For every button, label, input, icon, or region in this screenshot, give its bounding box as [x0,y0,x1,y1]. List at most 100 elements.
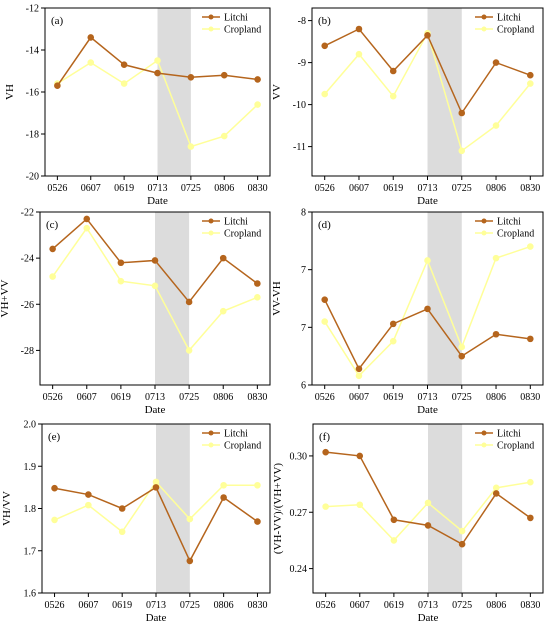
data-point-litchi [118,505,126,512]
shaded-interval [155,212,190,385]
data-point-litchi [254,280,261,287]
x-tick-label: 0725 [181,183,201,194]
data-point-litchi [220,494,227,501]
x-tick-label: 0830 [247,392,267,403]
x-tick-label: 0526 [315,183,335,194]
y-tick-label: 0.24 [290,564,308,575]
legend-marker [208,230,214,236]
data-point-cropland [390,537,398,544]
data-point-litchi [356,452,364,460]
legend-label: Litchi [224,217,248,228]
x-tick-label: 0607 [349,392,369,403]
x-tick-label: 0806 [213,392,233,403]
data-point-litchi [527,514,534,522]
data-point-cropland [322,503,329,510]
data-point-litchi [120,61,128,68]
chart-panel-5: 1.6 1.7 1.8 1.9 2.0 0526 0607 0619 0713 0725 0806 0… [1,420,271,622]
data-point-litchi [152,484,160,491]
y-tick-label: 7 [301,265,306,276]
data-point-cropland [526,80,534,87]
y-tick-label: -18 [26,130,39,141]
x-tick-label: 0830 [248,183,268,194]
x-tick-label: 0713 [418,392,438,403]
data-point-litchi [389,67,397,75]
shaded-interval [157,8,191,176]
legend-marker [481,442,487,448]
y-tick-label: -9 [298,58,306,69]
data-point-cropland [527,478,534,486]
y-tick-label: 8 [301,208,306,219]
data-point-cropland [389,337,397,345]
data-point-cropland [220,132,228,140]
data-point-litchi [389,320,397,328]
y-tick-label: -28 [21,346,34,357]
legend-marker [208,430,214,436]
data-point-litchi [254,518,261,525]
shaded-interval [428,424,463,593]
data-point-litchi [254,76,261,83]
data-point-cropland [49,273,56,280]
data-point-cropland [254,101,261,108]
x-tick-label: 0526 [315,392,335,403]
x-tick-label: 0725 [452,183,472,194]
legend-label: Cropland [224,25,261,36]
data-point-litchi [186,557,194,565]
y-axis-label: (VH-VV)/(VH+VV) [272,463,284,554]
legend-label: Litchi [497,13,521,24]
data-point-litchi [526,335,534,343]
x-tick-label: 0725 [180,600,200,611]
y-tick-label: 1.6 [24,589,37,600]
data-point-litchi [220,71,228,79]
data-point-cropland [51,516,58,524]
data-point-cropland [424,257,431,264]
panel-label: (a) [51,15,64,27]
data-point-cropland [85,501,92,509]
chart-panel-2: -11 -10 -9 -8 0526 0607 0619 0713 0725 0806 0830 Da… [271,7,544,207]
data-point-cropland [187,143,195,150]
data-point-cropland [492,122,500,129]
panel-label: (e) [48,431,61,443]
y-tick-label: 2.0 [24,420,37,431]
data-point-litchi [492,330,500,338]
data-point-litchi [424,305,431,313]
data-point-litchi [458,109,466,117]
y-tick-label: 7 [301,323,306,334]
x-tick-label: 0713 [146,600,166,611]
x-tick-label: 0830 [247,600,267,611]
data-point-litchi [321,42,329,50]
data-point-litchi [51,484,58,492]
legend-marker [481,218,487,224]
x-axis-label: Date [147,195,168,207]
data-point-cropland [87,59,95,66]
legend-label: Cropland [224,229,261,240]
x-tick-label: 0526 [43,392,63,403]
data-point-cropland [152,478,160,486]
data-point-cropland [355,50,363,58]
legend-label: Litchi [224,13,248,24]
y-axis-label: VV [271,84,283,100]
data-point-litchi [83,215,91,223]
x-tick-label: 0830 [520,392,540,403]
data-point-litchi [458,352,466,360]
x-tick-label: 0806 [486,183,506,194]
data-point-litchi [458,540,466,548]
data-point-litchi [526,71,534,79]
x-tick-label: 0619 [112,600,132,611]
data-point-cropland [117,277,125,285]
data-point-litchi [492,59,500,66]
legend-label: Litchi [224,429,248,440]
x-tick-label: 0713 [148,183,168,194]
y-axis-label: VH/VV [1,491,13,526]
data-point-cropland [254,481,261,489]
data-point-cropland [492,254,500,262]
y-tick-label: 0.30 [290,451,308,462]
x-tick-label: 0526 [47,183,67,194]
data-point-litchi [492,490,500,497]
legend-label: Cropland [497,441,534,452]
data-point-cropland [154,57,161,64]
chart-panel-1: -20 -18 -16 -14 -12 0526 0607 0619 0713 0725 0806 0… [4,4,271,207]
data-point-litchi [355,365,363,373]
data-point-cropland [492,484,500,492]
x-tick-label: 0725 [179,392,199,403]
